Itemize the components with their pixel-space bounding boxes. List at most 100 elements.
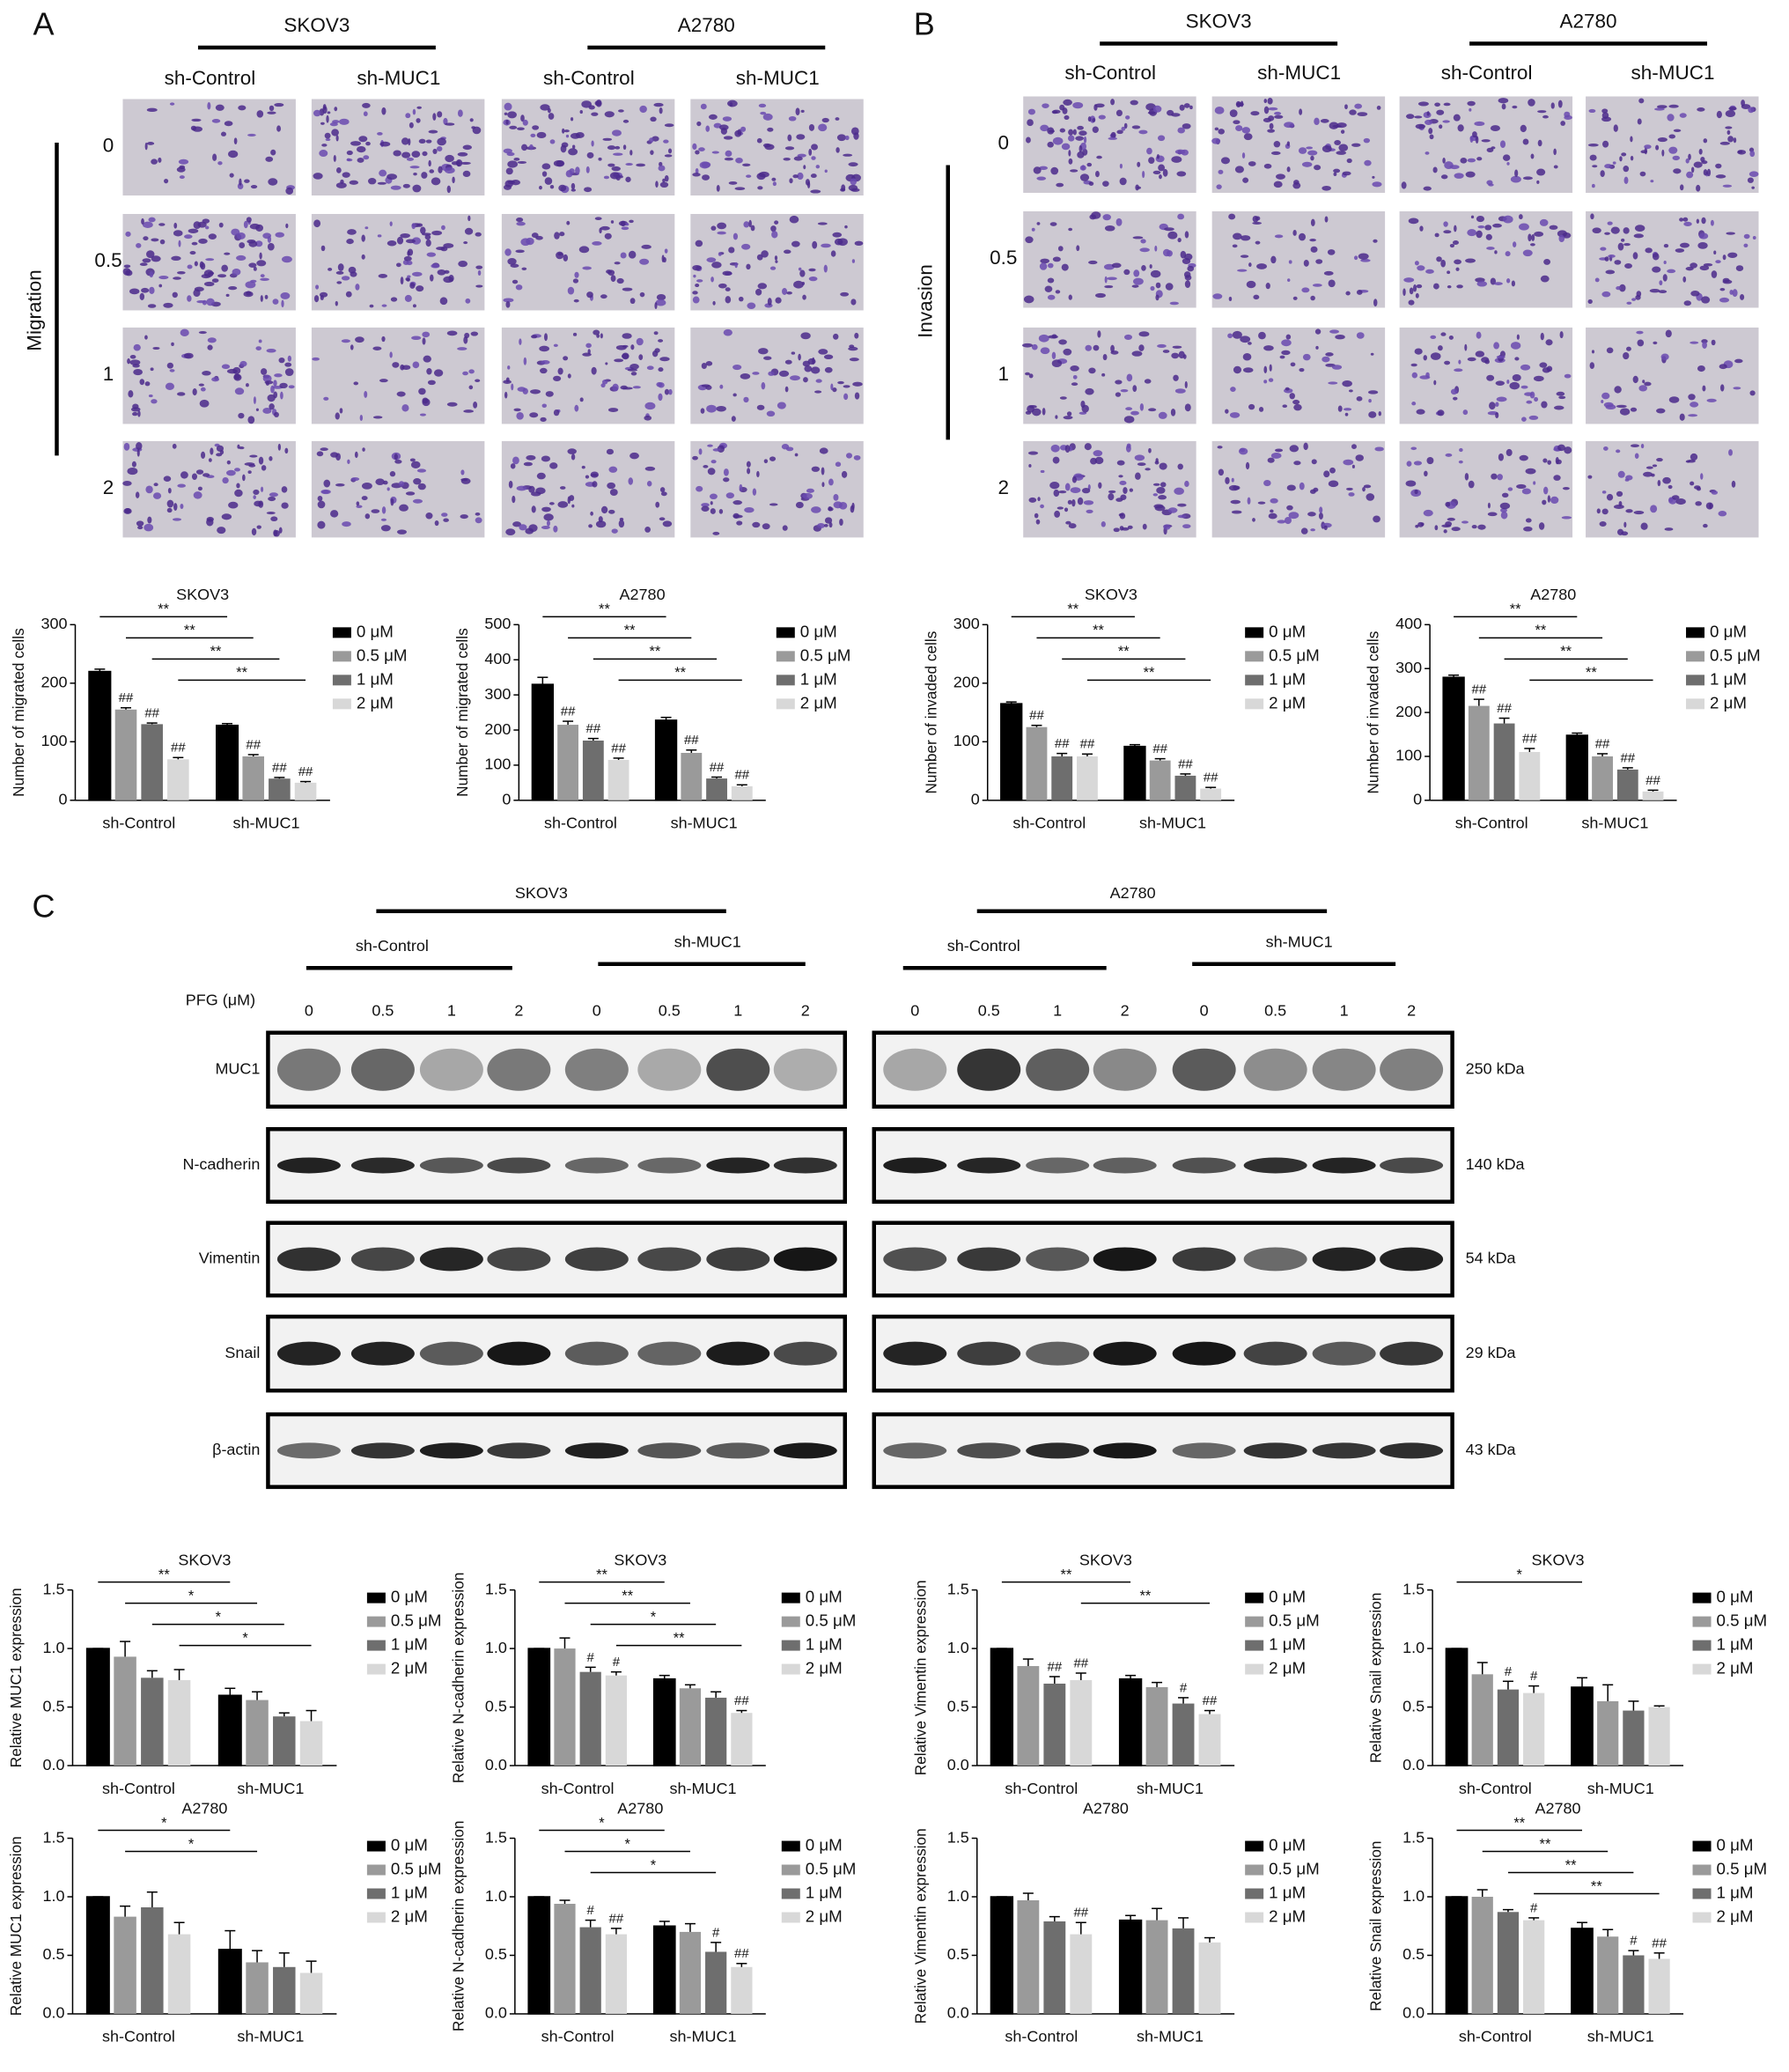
cell [416, 118, 421, 123]
cell [525, 527, 534, 535]
bar [705, 1697, 727, 1766]
cell [1270, 498, 1278, 504]
cell [1697, 365, 1705, 372]
cell [135, 491, 140, 498]
cell [1700, 157, 1705, 163]
cell [664, 174, 669, 182]
group-header: sh-MUC1 [674, 933, 741, 951]
row-label: 0 [998, 131, 1009, 153]
lane-label: 0.5 [978, 1002, 1000, 1020]
cell [629, 364, 639, 370]
cell [1749, 150, 1756, 158]
cell [1500, 511, 1508, 520]
bracket-label: ** [210, 644, 222, 660]
cell [401, 137, 409, 145]
cell [1146, 147, 1152, 155]
cell [346, 150, 353, 156]
cell [504, 102, 512, 111]
legend-label: 2 μM [1269, 693, 1306, 712]
bar [1445, 1648, 1469, 1766]
cell [1464, 473, 1469, 481]
cell [1665, 329, 1672, 338]
cell [758, 348, 769, 355]
cell [516, 217, 524, 223]
cell [1533, 481, 1536, 485]
legend-label: 0.5 μM [1269, 1859, 1320, 1877]
bar [1523, 1692, 1545, 1766]
cell [718, 252, 722, 256]
cell [725, 492, 734, 499]
cell [1662, 476, 1671, 484]
cell [545, 391, 554, 397]
cell [475, 284, 483, 288]
cell [511, 180, 521, 186]
significance: ## [1620, 750, 1635, 765]
band [957, 1048, 1021, 1091]
micrograph [1586, 327, 1759, 424]
cell [1270, 255, 1277, 264]
cell [505, 528, 516, 536]
cell [541, 506, 551, 512]
cell [1263, 365, 1268, 374]
cell [172, 443, 177, 449]
cell [803, 165, 806, 170]
significance: ## [1645, 773, 1660, 788]
bar [1597, 1700, 1619, 1766]
band [1026, 1157, 1090, 1174]
cell [246, 383, 249, 387]
cell [1542, 458, 1548, 463]
cell [1134, 454, 1145, 461]
cell [1471, 524, 1477, 529]
cell [1425, 119, 1433, 126]
blot [266, 1412, 848, 1489]
cell [622, 144, 627, 151]
cell [207, 344, 213, 350]
cell [622, 119, 629, 123]
band [706, 1442, 770, 1459]
x-tick-label: sh-Control [541, 1780, 615, 1797]
legend-swatch [1245, 1640, 1264, 1651]
cell [622, 333, 632, 339]
cell [1623, 227, 1630, 234]
cell [803, 377, 808, 383]
cell [234, 489, 243, 498]
cell [441, 512, 448, 517]
cell [437, 111, 443, 118]
cell [1604, 164, 1613, 169]
cell [288, 385, 295, 389]
cell [757, 283, 768, 290]
cell [1522, 176, 1533, 181]
cell [1660, 353, 1669, 361]
cell [1240, 254, 1249, 258]
y-tick-label: 1.0 [485, 1887, 507, 1905]
cell [422, 151, 428, 157]
cell [1732, 289, 1738, 298]
cell [1419, 375, 1431, 380]
cell [505, 301, 511, 308]
cell [1522, 249, 1533, 257]
bracket-label: ** [1513, 1815, 1525, 1831]
bar [579, 1927, 601, 2014]
cell [1403, 277, 1415, 283]
band [706, 1341, 770, 1366]
cell [817, 222, 828, 225]
cell [1691, 166, 1695, 173]
cell [422, 397, 429, 404]
cell [1230, 387, 1236, 393]
cell [516, 411, 524, 420]
cell [769, 503, 778, 506]
cell [655, 299, 666, 306]
cell [412, 184, 422, 193]
y-tick-label: 1.0 [947, 1639, 969, 1656]
bar [652, 1925, 676, 2015]
cell [177, 392, 186, 396]
cell [317, 496, 323, 502]
cell [503, 380, 512, 384]
cell [1534, 396, 1539, 402]
cell [1703, 523, 1708, 528]
band [419, 1048, 483, 1091]
cell [1274, 234, 1284, 239]
cell [1591, 183, 1595, 188]
bar [269, 778, 291, 800]
cell [1613, 505, 1624, 510]
